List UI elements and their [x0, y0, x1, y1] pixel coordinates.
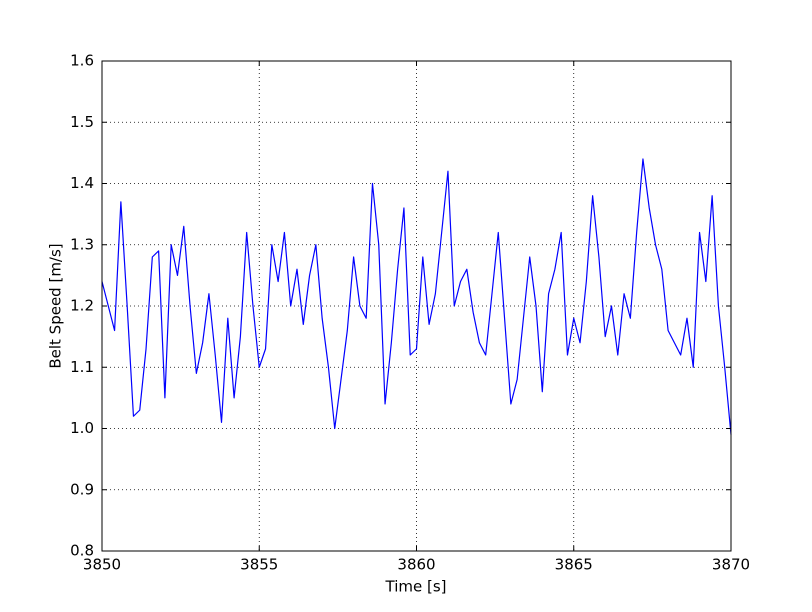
y-tick-label: 1.5: [70, 113, 94, 131]
x-tick-label: 3855: [240, 556, 278, 574]
x-axis-label: Time [s]: [385, 578, 447, 596]
x-tick-label: 3850: [83, 556, 121, 574]
y-tick-label: 1.2: [70, 297, 94, 315]
x-tick-label: 3870: [712, 556, 750, 574]
y-tick-label: 0.8: [70, 542, 94, 560]
y-tick-label: 1.6: [70, 52, 94, 70]
y-tick-label: 1.4: [70, 174, 94, 192]
y-tick-label: 1.3: [70, 235, 94, 253]
y-tick-label: 1.0: [70, 419, 94, 437]
y-tick-label: 0.9: [70, 480, 94, 498]
y-axis-label: Belt Speed [m/s]: [47, 243, 65, 368]
data-line: [101, 158, 732, 435]
x-tick-label: 3865: [555, 556, 593, 574]
x-tick-label: 3860: [397, 556, 435, 574]
y-tick-label: 1.1: [70, 358, 94, 376]
